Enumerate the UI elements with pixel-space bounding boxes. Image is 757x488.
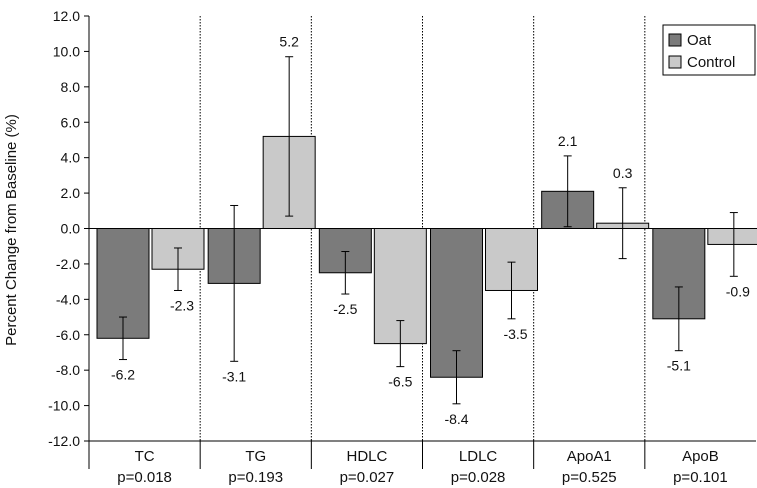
data-label: -5.1 [667,358,691,374]
category-label: ApoA1 [567,448,612,465]
data-label: 0.3 [613,165,633,181]
y-tick-label: 12.0 [53,8,80,24]
p-value-label: p=0.028 [451,469,506,486]
plot-area: 12.0 10.0 8.0 6.0 4.0 2.0 0.0 -2.0 -4.0 -6.0 -8.0 -… [48,8,757,486]
category-label: TC [135,448,155,465]
p-value-label: p=0.101 [673,469,728,486]
legend-swatch-control [668,55,682,69]
y-tick-label: 4.0 [61,150,81,166]
legend-label: Control [687,54,735,71]
category-label: LDLC [459,448,498,465]
data-label: -3.1 [222,368,246,384]
y-tick-label: 6.0 [61,114,81,130]
y-tick-label: -6.0 [56,327,80,343]
y-tick-label: 10.0 [53,43,80,59]
p-value-label: p=0.193 [228,469,283,486]
data-label: -0.9 [726,283,750,299]
category-label: ApoB [682,448,719,465]
category-label: HDLC [346,448,387,465]
data-label: -6.5 [388,374,412,390]
y-tick-label: 8.0 [61,79,81,95]
y-tick-label: -8.0 [56,362,80,378]
legend-swatch-oat [668,33,682,47]
y-tick-label: -4.0 [56,291,80,307]
p-value-label: p=0.525 [562,469,617,486]
y-tick-label: 0.0 [61,221,81,237]
y-axis-title: Percent Change from Baseline (%) [3,114,20,346]
data-label: -2.3 [170,297,194,313]
y-tick-label: -12.0 [48,433,80,449]
bar-oat [652,228,706,320]
data-label: -2.5 [333,301,357,317]
data-label: -6.2 [111,367,135,383]
p-value-label: p=0.018 [117,469,172,486]
y-tick-label: 2.0 [61,185,81,201]
data-label: -8.4 [444,411,468,427]
y-tick-label: -10.0 [48,398,80,414]
data-label: 2.1 [558,133,578,149]
legend-label: Oat [687,32,712,49]
data-label: 5.2 [279,34,299,50]
p-value-label: p=0.027 [340,469,395,486]
category-label: TG [245,448,266,465]
y-tick-label: -2.0 [56,256,80,272]
bar-control [707,228,757,245]
data-label: -3.5 [503,326,527,342]
